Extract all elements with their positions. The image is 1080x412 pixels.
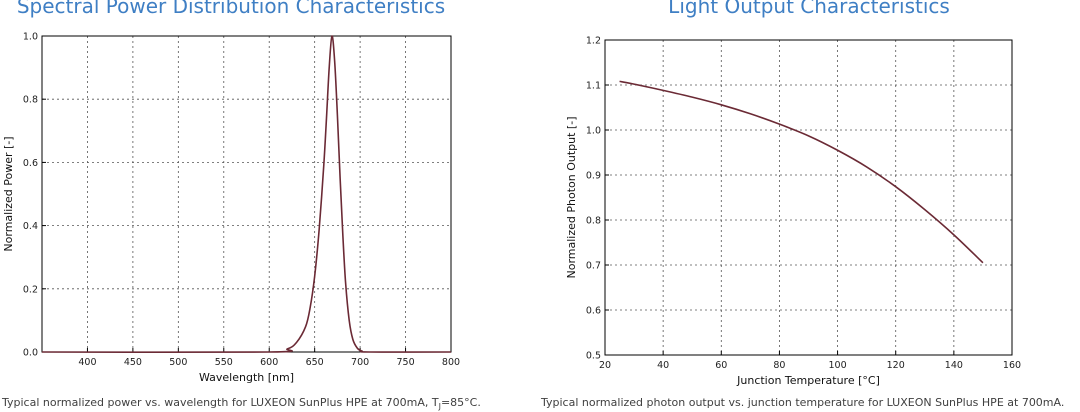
spectral-power-chart: 400 450 500 550 600 650 700 750 800 0.0 0.2 0.4 0.6 0… (2, 32, 460, 385)
spectral-x-tick-label: 400 (78, 357, 96, 368)
spectral-plot-frame (41, 35, 452, 353)
light-output-x-tick-label: 40 (657, 360, 669, 371)
light-output-x-axis-label: Junction Temperature [°C] (736, 374, 880, 387)
spectral-x-tick-label: 650 (306, 357, 324, 368)
spectral-chart-title: Spectral Power Distribution Characterist… (16, 0, 446, 18)
spectral-caption-end: =85°C. (440, 396, 481, 409)
spectral-x-tick-label: 500 (169, 357, 187, 368)
light-output-y-axis-label: Normalized Photon Output [-] (565, 117, 578, 279)
spectral-x-tick-label: 600 (260, 357, 278, 368)
light-output-y-tick-label: 0.9 (586, 171, 601, 182)
light-output-x-tick-label: 140 (945, 360, 963, 371)
spectral-y-tick-label: 1.0 (23, 32, 38, 43)
light-output-x-tick-label: 100 (829, 360, 847, 371)
light-output-x-tick-label: 60 (715, 360, 727, 371)
spectral-x-tick-label: 450 (124, 357, 142, 368)
spectral-chart-caption: Typical normalized power vs. wavelength … (2, 396, 481, 411)
light-output-y-tick-label: 0.7 (586, 261, 601, 272)
light-output-y-tick-label: 0.6 (586, 306, 601, 317)
spectral-y-tick-label: 0.0 (23, 348, 38, 359)
light-output-chart-title: Light Output Characteristics (668, 0, 950, 18)
light-output-y-tick-label: 1.2 (586, 36, 601, 47)
spectral-y-tick-label: 0.8 (23, 95, 38, 106)
light-output-plot-frame (604, 39, 1013, 356)
spectral-y-tick-label: 0.2 (23, 284, 38, 295)
spectral-caption-subscript: J (438, 402, 441, 412)
light-output-y-tick-label: 1.1 (586, 81, 601, 92)
spectral-x-tick-label: 550 (215, 357, 233, 368)
light-output-x-tick-label: 120 (887, 360, 905, 371)
spectral-x-tick-label: 700 (351, 357, 369, 368)
spectral-y-tick-label: 0.6 (23, 158, 38, 169)
spectral-x-axis-label: Wavelength [nm] (199, 371, 294, 384)
spectral-y-tick-label: 0.4 (23, 221, 38, 232)
spectral-y-axis-label: Normalized Power [-] (2, 136, 15, 251)
spectral-x-tick-label: 800 (442, 357, 460, 368)
light-output-x-tick-label: 160 (1003, 360, 1021, 371)
light-output-chart: 20 40 60 80 100 120 140 160 0.5 0.6 0.7 0.8 0.9 1.0 1.… (565, 36, 1021, 388)
light-output-x-tick-label: 20 (599, 360, 611, 371)
light-output-chart-caption: Typical normalized photon output vs. jun… (541, 396, 1065, 409)
spectral-caption-main: Typical normalized power vs. wavelength … (2, 396, 439, 409)
light-output-y-tick-label: 1.0 (586, 126, 601, 137)
light-output-y-tick-label: 0.8 (586, 216, 601, 227)
spectral-series-line (41, 35, 452, 354)
light-output-series-line (619, 80, 984, 264)
light-output-y-tick-label: 0.5 (586, 351, 601, 362)
light-output-x-tick-label: 80 (773, 360, 785, 371)
spectral-x-tick-label: 750 (396, 357, 414, 368)
